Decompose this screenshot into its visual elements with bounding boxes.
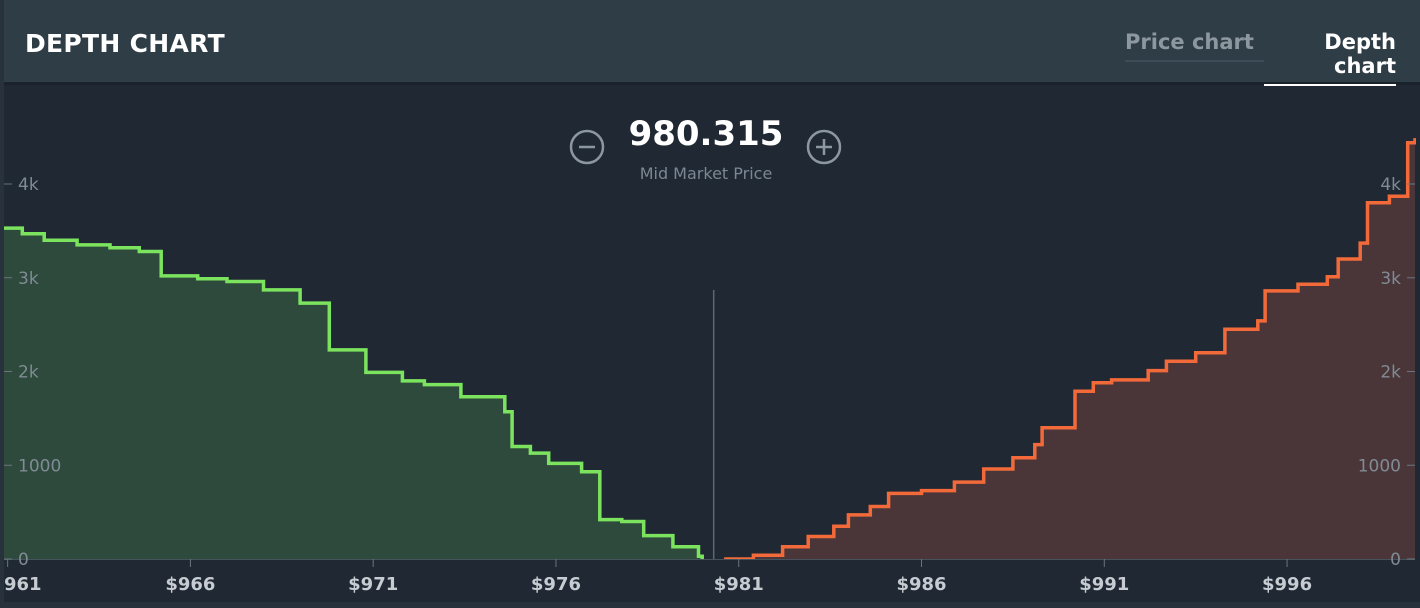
plus-circle-icon (806, 129, 842, 165)
y-tick-label-right: 3k (1380, 269, 1401, 289)
y-tick-label-left: 0 (18, 550, 29, 570)
x-tick-label: 961 (4, 574, 42, 595)
zoom-in-button[interactable] (806, 129, 842, 165)
y-tick-label-left: 3k (18, 269, 39, 289)
x-tick-label: $966 (165, 574, 215, 595)
y-tick-label-right: 2k (1380, 363, 1401, 383)
plot-area (4, 138, 1416, 560)
tab-price-chart[interactable]: Price chart (1125, 30, 1264, 62)
x-tick-label: $981 (714, 574, 764, 595)
asks-area (724, 138, 1415, 559)
mid-market-price-label: Mid Market Price (639, 164, 773, 183)
bids-area (4, 228, 703, 559)
y-tick-label-right: 1000 (1358, 456, 1401, 476)
x-tick-label: $976 (531, 574, 581, 595)
y-tick-label-left: 1000 (18, 456, 61, 476)
x-tick-label: $996 (1262, 574, 1312, 595)
panel-header: DEPTH CHART Price chart Depth chart (4, 0, 1420, 86)
minus-circle-icon (569, 129, 605, 165)
asks-line (724, 138, 1416, 560)
y-tick-label-left: 4k (18, 175, 39, 195)
x-tick-label: $991 (1079, 574, 1129, 595)
panel-title: DEPTH CHART (25, 29, 225, 58)
y-tick-label-right: 4k (1380, 175, 1401, 195)
zoom-out-button[interactable] (569, 129, 605, 165)
x-tick-label: $971 (348, 574, 398, 595)
tab-depth-chart[interactable]: Depth chart (1264, 30, 1396, 86)
y-tick-label-right: 0 (1390, 550, 1401, 570)
y-tick-label-left: 2k (18, 363, 39, 383)
x-tick-label: $986 (896, 574, 946, 595)
bids-line (4, 226, 704, 559)
mid-market-price-value: 980.315 (628, 114, 784, 154)
